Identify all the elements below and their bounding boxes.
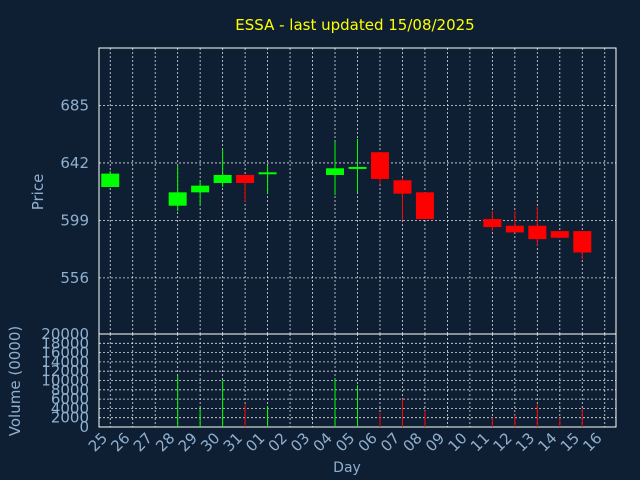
- volume-tick-label: 4000: [51, 399, 89, 417]
- candle-body: [528, 225, 547, 240]
- candle-body: [236, 174, 255, 183]
- candle-body: [191, 185, 210, 193]
- candle-body: [370, 152, 389, 179]
- price-axis-label: Price: [29, 174, 47, 211]
- volume-tick-label: 0: [79, 418, 89, 436]
- volume-tick-label: 20000: [41, 325, 89, 343]
- day-axis-label: Day: [333, 460, 361, 476]
- volume-tick-label: 12000: [41, 362, 89, 380]
- candle-body: [550, 231, 569, 238]
- volume-tick-label: 16000: [41, 344, 89, 362]
- candle-body: [393, 180, 412, 194]
- volume-panel: 0200040006000800010000120001400016000180…: [41, 325, 617, 455]
- volume-tick-label: 8000: [51, 381, 89, 399]
- candle-body: [348, 166, 367, 169]
- price-panel: 556 599 642 685: [60, 47, 617, 335]
- volume-tick-label: 6000: [51, 390, 89, 408]
- candle-body: [168, 192, 187, 206]
- volume-axis-label: Volume (0000): [6, 326, 24, 436]
- candle-body: [483, 219, 502, 228]
- price-tick-label: 556: [60, 269, 89, 287]
- candle-body: [573, 231, 592, 253]
- candle-body: [213, 174, 232, 183]
- volume-tick-label: 18000: [41, 334, 89, 352]
- volume-tick-label: 14000: [41, 353, 89, 371]
- candle-body: [505, 225, 524, 233]
- candle-body: [415, 192, 434, 220]
- volume-tick-label: 2000: [51, 409, 89, 427]
- candle-body: [258, 172, 277, 175]
- price-tick-label: 685: [60, 96, 89, 114]
- chart-title: ESSA - last updated 15/08/2025: [235, 16, 474, 34]
- candle-body: [326, 168, 345, 175]
- price-tick-label: 599: [60, 211, 89, 229]
- volume-tick-label: 10000: [41, 372, 89, 390]
- day-tick-label: 16: [579, 429, 605, 455]
- price-tick-label: 642: [60, 154, 89, 172]
- candle-body: [101, 173, 120, 187]
